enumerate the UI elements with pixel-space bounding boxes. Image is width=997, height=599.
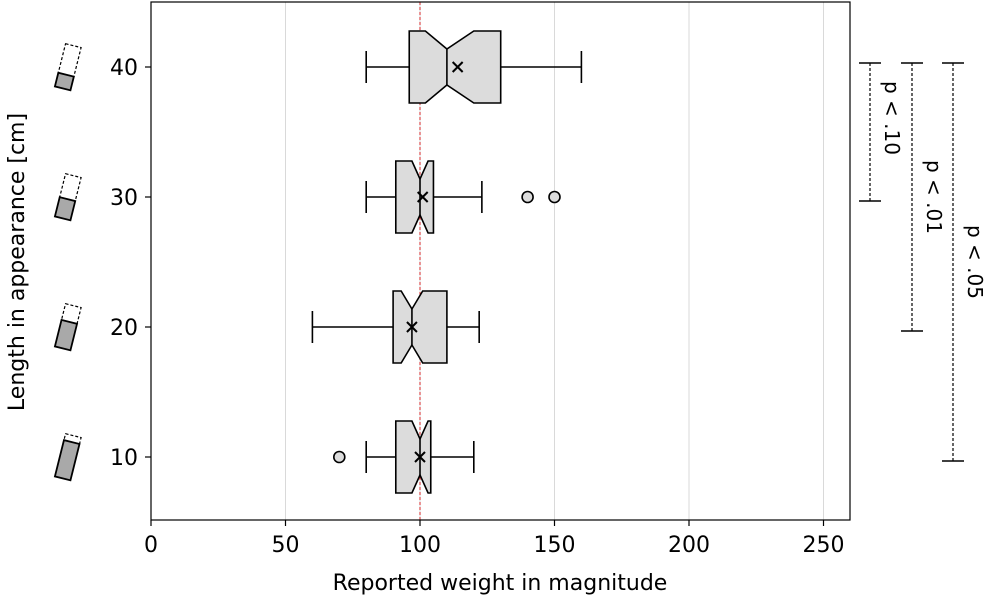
x-tick-label: 150: [534, 533, 576, 558]
significance-bracket: p < .05: [942, 62, 987, 462]
length-icon: [53, 302, 82, 352]
length-icon: [53, 42, 82, 92]
x-tick-label: 0: [144, 533, 158, 558]
box-40: [365, 30, 583, 104]
box-20: [311, 290, 480, 364]
icon-dashed-part: [58, 172, 82, 202]
outlier-point: [521, 190, 534, 204]
boxes-group: [311, 30, 583, 494]
significance-bracket: p < .10: [859, 62, 904, 202]
y-tick-label: 40: [110, 56, 138, 81]
y-tick-label: 20: [110, 316, 138, 341]
y-tick-label: 10: [110, 446, 138, 471]
icon-solid-part: [53, 71, 75, 92]
axes-group: [150, 1, 851, 521]
box-10: [332, 420, 475, 494]
notched-box: [394, 420, 432, 494]
significance-brackets: p < .10 p < .01 p < .05: [859, 62, 987, 462]
x-tick-label: 250: [803, 533, 845, 558]
icon-solid-part: [53, 439, 81, 482]
y-ticks: 10 20 30 40: [110, 56, 151, 471]
mean-marker: [416, 191, 429, 203]
mean-marker-stroke-b: [406, 321, 418, 333]
outlier-point: [548, 190, 561, 204]
y-axis-title: Length in appearance [cm]: [5, 113, 30, 411]
x-tick-label: 50: [272, 533, 300, 558]
notched-box: [408, 30, 502, 104]
notched-box: [392, 290, 448, 364]
mean-marker: [414, 451, 426, 463]
length-icon: [53, 432, 82, 482]
mean-marker-stroke-b: [414, 451, 426, 463]
notched-box: [394, 160, 435, 234]
mean-marker: [451, 61, 464, 73]
mean-marker-stroke-b: [416, 191, 429, 203]
significance-label: p < .01: [922, 160, 946, 234]
icon-dashed-part: [57, 42, 82, 78]
plot-frame: [150, 1, 851, 521]
mean-marker-stroke-b: [451, 61, 464, 73]
significance-label: p < .10: [880, 81, 904, 155]
y-tick-label: 30: [110, 186, 138, 211]
outlier-point: [332, 450, 346, 464]
significance-label: p < .05: [963, 225, 987, 299]
significance-bracket: p < .01: [901, 62, 946, 332]
box-30: [365, 160, 561, 234]
x-ticks: 0 50 100 150 200 250: [144, 520, 845, 558]
icon-solid-part: [53, 318, 79, 352]
x-tick-label: 100: [399, 533, 441, 558]
x-axis-title: Reported weight in magnitude: [333, 571, 668, 596]
length-icons: [53, 42, 82, 482]
mean-marker: [406, 321, 418, 333]
x-tick-label: 200: [668, 533, 710, 558]
icon-solid-part: [53, 196, 77, 222]
length-icon: [53, 172, 82, 222]
